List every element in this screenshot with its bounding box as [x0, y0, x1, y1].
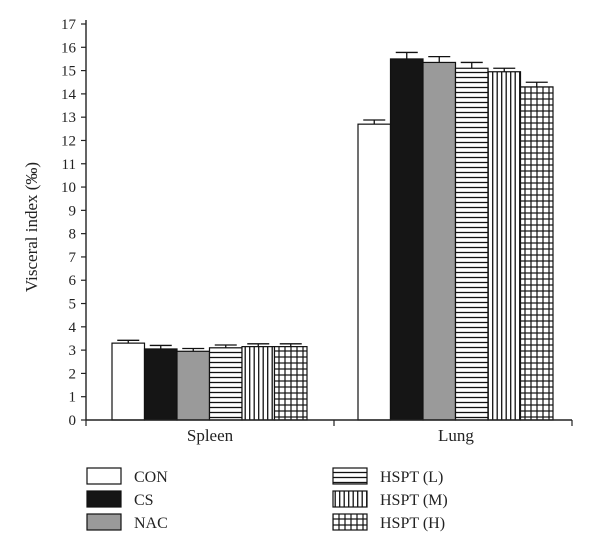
y-tick-label: 16: [61, 40, 77, 56]
bar: [111, 342, 146, 421]
bar: [176, 350, 211, 421]
y-tick-label: 7: [69, 250, 77, 266]
bars: [111, 51, 554, 421]
legend-swatch: [86, 467, 122, 485]
y-tick-label: 17: [61, 17, 77, 33]
bar: [143, 348, 178, 421]
y-tick-label: 1: [69, 390, 77, 406]
axes: [85, 20, 573, 426]
legend-swatch: [86, 490, 122, 508]
y-tick-label: 13: [61, 110, 76, 126]
category-labels: Spleen Lung: [187, 426, 475, 445]
legend-swatch: [332, 513, 368, 531]
y-tick-label: 11: [62, 157, 76, 173]
bar: [357, 123, 392, 421]
bar: [519, 86, 554, 421]
y-tick-label: 15: [61, 64, 76, 80]
legend-label: HSPT (M): [380, 492, 448, 509]
y-tick-label: 3: [69, 343, 77, 359]
bar: [208, 347, 243, 421]
legend-label: HSPT (L): [380, 469, 443, 486]
bar: [273, 346, 308, 421]
bar: [241, 346, 276, 421]
legend-label: CON: [134, 469, 168, 486]
y-tick-label: 4: [69, 320, 77, 336]
y-tick-label: 2: [69, 366, 77, 382]
legend-swatch: [86, 513, 122, 531]
y-axis-title: Visceral index (‰): [22, 162, 41, 292]
y-tick-label: 8: [69, 227, 77, 243]
legend-label: CS: [134, 492, 154, 509]
y-tick-label: 6: [69, 273, 77, 289]
bar: [454, 67, 489, 421]
x-tick-label: Spleen: [187, 426, 234, 445]
y-tick-label: 14: [61, 87, 77, 103]
legend-swatch: [332, 467, 368, 485]
legend: CON CS NAC HSPT (L) HSPT (M) HSPT (H): [86, 467, 448, 532]
legend-label: HSPT (H): [380, 515, 445, 532]
bar: [389, 58, 424, 421]
x-tick-label: Lung: [438, 426, 474, 445]
y-tick-label: 12: [61, 133, 76, 149]
y-tick-label: 9: [69, 203, 77, 219]
y-tick-label: 5: [69, 297, 77, 313]
legend-swatch: [332, 490, 368, 508]
bar: [487, 71, 522, 421]
legend-label: NAC: [134, 515, 168, 532]
bar: [422, 61, 457, 421]
y-tick-label: 10: [61, 180, 76, 196]
y-tick-label: 0: [69, 413, 77, 429]
